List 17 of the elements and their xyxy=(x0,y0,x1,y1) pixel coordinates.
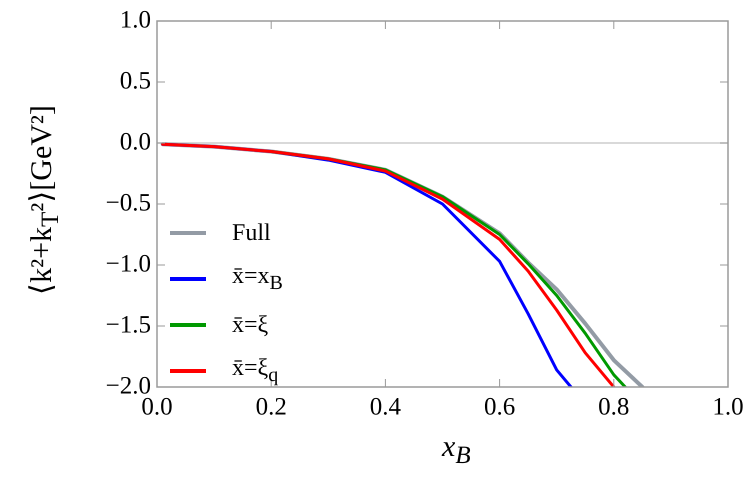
legend-label: x̄=ξ$_{q}$ xyxy=(232,355,278,387)
y-tick-label: 0.0 xyxy=(120,128,151,156)
legend-label: Full xyxy=(232,220,271,246)
y-tick-label: −1.5 xyxy=(106,312,151,339)
y-tick-label: −1.0 xyxy=(106,250,151,278)
y-tick-label: 0.5 xyxy=(120,68,151,95)
y-tick-label: −0.5 xyxy=(106,190,151,217)
x-tick-label: 0.6 xyxy=(484,394,516,421)
y-tick-label: 1.0 xyxy=(120,6,151,34)
legend-label: x̄=x$_{B}$ xyxy=(232,263,283,295)
x-tick-label: 0.8 xyxy=(598,394,630,421)
x-tick-label: 0.4 xyxy=(370,394,402,421)
x-tick-label: 0.2 xyxy=(256,394,287,421)
legend-label: x̄=ξ xyxy=(232,312,268,338)
x-tick-label: 0.0 xyxy=(141,394,173,421)
x-tick-label: 1.0 xyxy=(712,394,744,421)
x-axis-title: x$_{B}$ xyxy=(442,430,471,470)
